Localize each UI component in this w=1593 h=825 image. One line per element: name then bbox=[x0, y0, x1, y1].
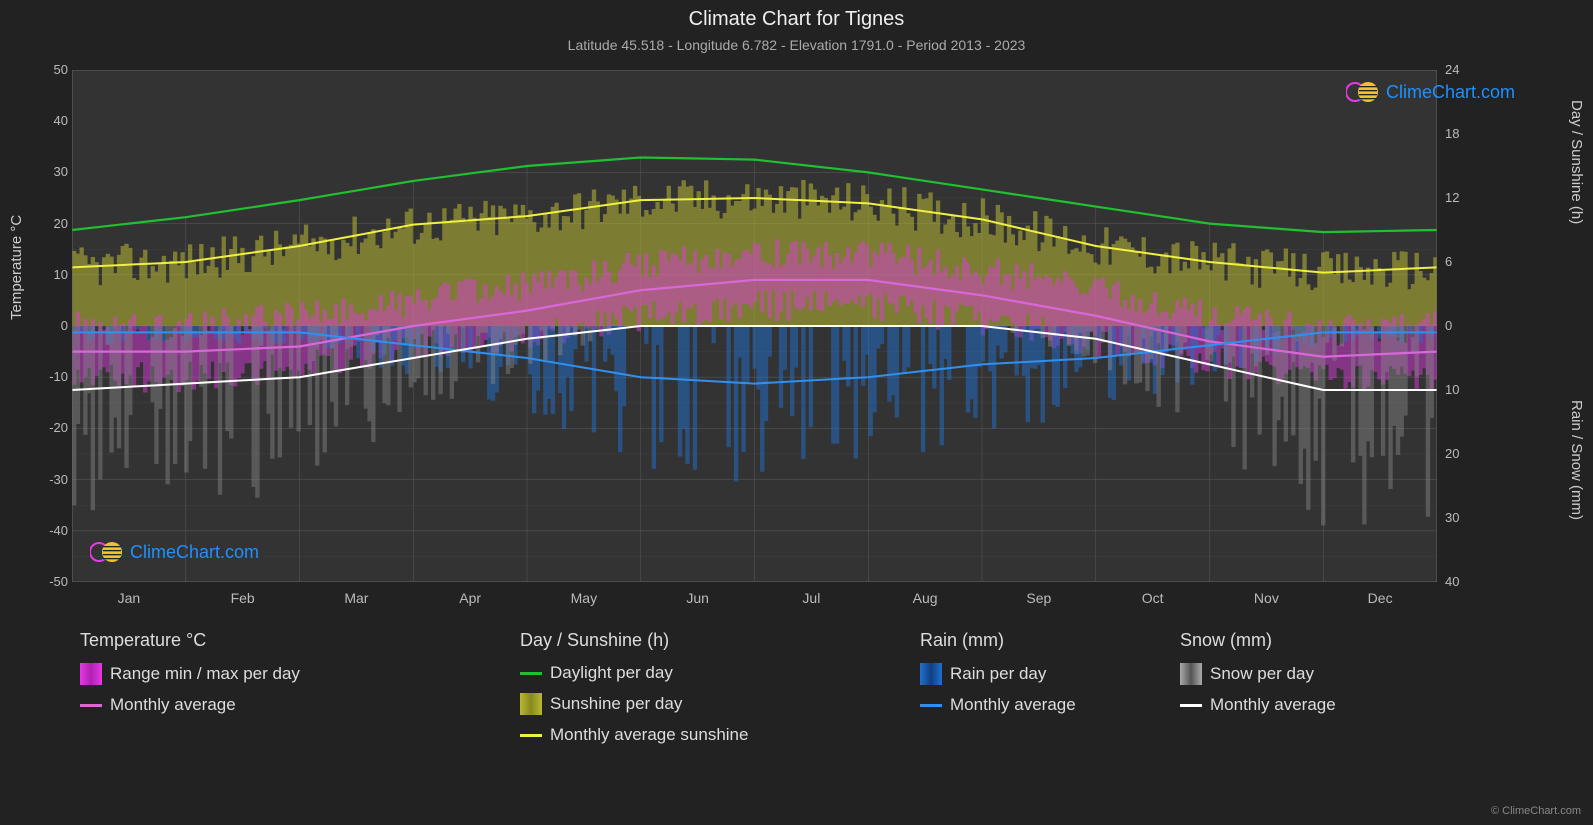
y-tick-right-hours: 12 bbox=[1445, 190, 1459, 205]
legend-col-rain: Rain (mm) Rain per day Monthly average bbox=[920, 630, 1180, 745]
y-tick-left: -50 bbox=[40, 574, 68, 589]
legend-temp-avg: Monthly average bbox=[80, 695, 520, 715]
swatch-sunshine-avg bbox=[520, 734, 542, 737]
legend-snow-day-label: Snow per day bbox=[1210, 664, 1314, 684]
legend-col-snow: Snow (mm) Snow per day Monthly average bbox=[1180, 630, 1480, 745]
legend-col-day: Day / Sunshine (h) Daylight per day Suns… bbox=[520, 630, 920, 745]
swatch-rain-day bbox=[920, 663, 942, 685]
plot-area bbox=[72, 70, 1437, 582]
legend-temp-range-label: Range min / max per day bbox=[110, 664, 300, 684]
brand-icon bbox=[1346, 80, 1380, 104]
swatch-temp-range bbox=[80, 663, 102, 685]
legend-rain-day: Rain per day bbox=[920, 663, 1180, 685]
chart-title: Climate Chart for Tignes bbox=[0, 0, 1593, 31]
y-tick-left: -10 bbox=[40, 369, 68, 384]
legend-col-temperature: Temperature °C Range min / max per day M… bbox=[80, 630, 520, 745]
y-tick-left: -20 bbox=[40, 420, 68, 435]
legend-snow-day: Snow per day bbox=[1180, 663, 1480, 685]
brand-text: ClimeChart.com bbox=[1386, 82, 1515, 103]
legend-sunshine-avg-label: Monthly average sunshine bbox=[550, 725, 748, 745]
y-tick-right-hours: 0 bbox=[1445, 318, 1452, 333]
brand-text: ClimeChart.com bbox=[130, 542, 259, 563]
x-tick-month: May bbox=[571, 590, 597, 606]
x-tick-month: Mar bbox=[344, 590, 368, 606]
y-tick-left: 0 bbox=[40, 318, 68, 333]
y-tick-right-hours: 18 bbox=[1445, 126, 1459, 141]
legend-daylight: Daylight per day bbox=[520, 663, 920, 683]
x-tick-month: Jun bbox=[686, 590, 709, 606]
swatch-sunshine-day bbox=[520, 693, 542, 715]
y-tick-left: 40 bbox=[40, 113, 68, 128]
legend-temp-header: Temperature °C bbox=[80, 630, 520, 651]
swatch-temp-avg bbox=[80, 704, 102, 707]
y-tick-left: 50 bbox=[40, 62, 68, 77]
legend-daylight-label: Daylight per day bbox=[550, 663, 673, 683]
legend-rain-avg-label: Monthly average bbox=[950, 695, 1076, 715]
y-tick-left: -40 bbox=[40, 523, 68, 538]
y-axis-right-top-label: Day / Sunshine (h) bbox=[1568, 100, 1585, 224]
y-tick-left: 10 bbox=[40, 267, 68, 282]
brand-watermark-bottom: ClimeChart.com bbox=[90, 540, 259, 564]
x-tick-month: Aug bbox=[913, 590, 938, 606]
x-tick-month: Feb bbox=[231, 590, 255, 606]
x-tick-month: Jul bbox=[802, 590, 820, 606]
swatch-snow-avg bbox=[1180, 704, 1202, 707]
y-axis-left-label: Temperature °C bbox=[8, 215, 25, 320]
y-tick-left: 30 bbox=[40, 164, 68, 179]
legend-temp-avg-label: Monthly average bbox=[110, 695, 236, 715]
legend-rain-day-label: Rain per day bbox=[950, 664, 1046, 684]
y-tick-right-mm: 10 bbox=[1445, 382, 1459, 397]
legend-snow-header: Snow (mm) bbox=[1180, 630, 1480, 651]
legend: Temperature °C Range min / max per day M… bbox=[80, 630, 1540, 745]
chart-subtitle: Latitude 45.518 - Longitude 6.782 - Elev… bbox=[0, 31, 1593, 53]
x-tick-month: Oct bbox=[1142, 590, 1164, 606]
brand-watermark-top: ClimeChart.com bbox=[1346, 80, 1515, 104]
brand-icon bbox=[90, 540, 124, 564]
legend-sunshine-avg: Monthly average sunshine bbox=[520, 725, 920, 745]
copyright: © ClimeChart.com bbox=[1491, 805, 1581, 817]
chart-svg bbox=[72, 70, 1437, 582]
y-tick-left: 20 bbox=[40, 216, 68, 231]
legend-day-header: Day / Sunshine (h) bbox=[520, 630, 920, 651]
legend-rain-header: Rain (mm) bbox=[920, 630, 1180, 651]
swatch-rain-avg bbox=[920, 704, 942, 707]
x-tick-month: Sep bbox=[1026, 590, 1051, 606]
swatch-daylight bbox=[520, 672, 542, 675]
legend-sunshine-day-label: Sunshine per day bbox=[550, 694, 682, 714]
y-tick-right-hours: 6 bbox=[1445, 254, 1452, 269]
x-tick-month: Apr bbox=[459, 590, 481, 606]
x-tick-month: Nov bbox=[1254, 590, 1279, 606]
y-tick-right-mm: 40 bbox=[1445, 574, 1459, 589]
x-tick-month: Jan bbox=[118, 590, 141, 606]
y-tick-right-mm: 20 bbox=[1445, 446, 1459, 461]
y-axis-right-bottom-label: Rain / Snow (mm) bbox=[1568, 400, 1585, 520]
y-tick-right-mm: 30 bbox=[1445, 510, 1459, 525]
legend-rain-avg: Monthly average bbox=[920, 695, 1180, 715]
legend-temp-range: Range min / max per day bbox=[80, 663, 520, 685]
y-tick-left: -30 bbox=[40, 472, 68, 487]
y-tick-right-hours: 24 bbox=[1445, 62, 1459, 77]
swatch-snow-day bbox=[1180, 663, 1202, 685]
legend-sunshine-day: Sunshine per day bbox=[520, 693, 920, 715]
x-tick-month: Dec bbox=[1368, 590, 1393, 606]
legend-snow-avg-label: Monthly average bbox=[1210, 695, 1336, 715]
legend-snow-avg: Monthly average bbox=[1180, 695, 1480, 715]
